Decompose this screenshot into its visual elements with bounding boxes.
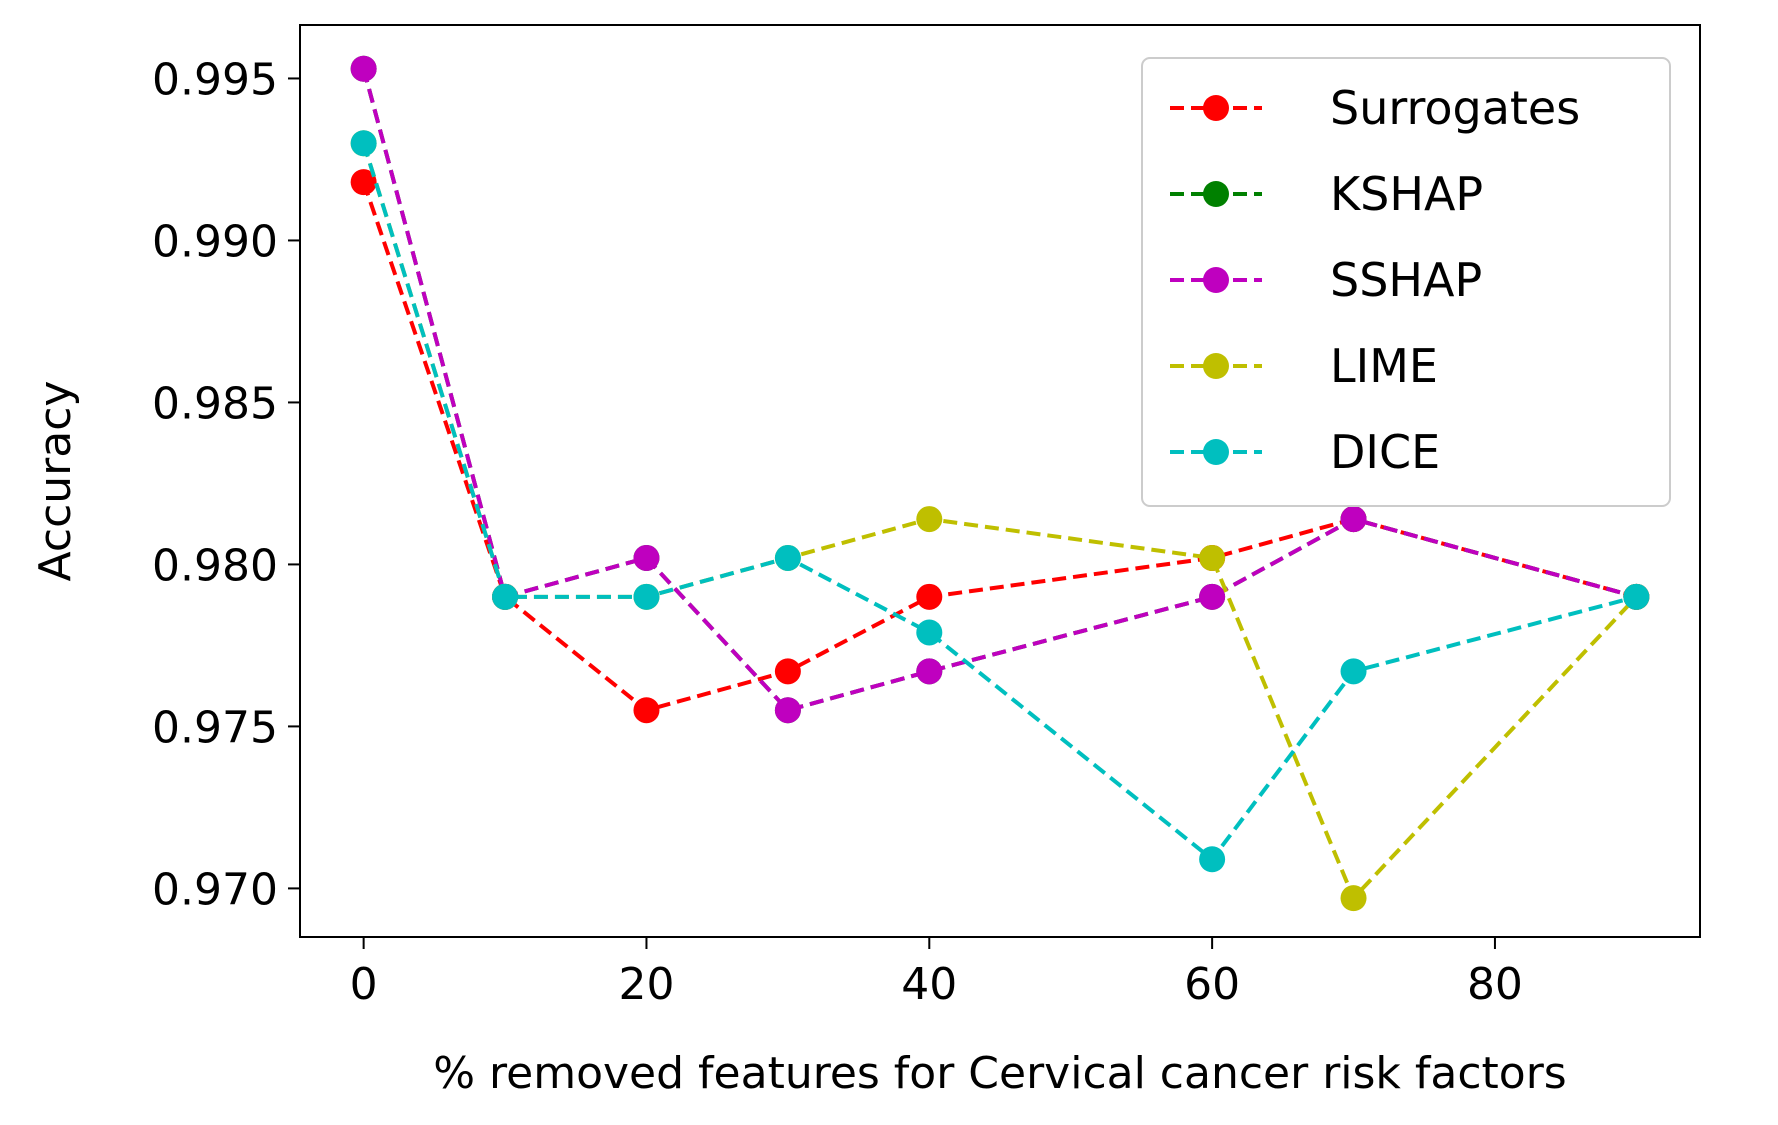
- data-point-sshap: [1340, 506, 1367, 533]
- data-point-sshap: [774, 697, 801, 724]
- legend-label: Surrogates: [1330, 81, 1580, 135]
- data-point-dice: [492, 583, 519, 610]
- data-point-dice: [350, 130, 377, 157]
- series-line-sshap: [361, 68, 1637, 713]
- data-point-surrogates: [350, 169, 377, 196]
- data-point-sshap: [350, 55, 377, 82]
- series-line-lime: [361, 142, 1638, 901]
- x-tick-label: 60: [1184, 959, 1240, 1010]
- legend-label: DICE: [1330, 425, 1440, 479]
- data-point-dice: [774, 544, 801, 571]
- data-point-dice: [916, 619, 943, 646]
- x-tick-label: 80: [1467, 959, 1523, 1010]
- y-axis: 0.970 0.975 0.980 0.985 0.990 0.995: [152, 54, 300, 915]
- series-line-dice: [361, 142, 1637, 862]
- legend-label: LIME: [1330, 339, 1438, 393]
- legend-label: KSHAP: [1330, 167, 1483, 221]
- y-tick-label: 0.990: [152, 216, 278, 267]
- x-axis: 0 20 40 60 80: [350, 937, 1523, 1010]
- data-point-dice: [1199, 846, 1226, 873]
- legend-item-kshap: KSHAP: [1170, 167, 1483, 221]
- legend-swatch-marker: [1203, 439, 1229, 465]
- x-tick-label: 20: [618, 959, 674, 1010]
- x-tick-label: 40: [901, 959, 957, 1010]
- legend-item-surrogates: Surrogates: [1170, 81, 1580, 135]
- legend-label: SSHAP: [1330, 253, 1482, 307]
- y-tick-label: 0.970: [152, 864, 278, 915]
- data-point-lime: [1340, 885, 1367, 912]
- y-tick-label: 0.985: [152, 378, 278, 429]
- plot-frame: [299, 24, 1701, 938]
- legend-swatch-marker: [1203, 95, 1229, 121]
- data-point-sshap: [1199, 583, 1226, 610]
- legend-item-sshap: SSHAP: [1170, 253, 1482, 307]
- data-point-sshap: [916, 658, 943, 685]
- y-tick-label: 0.975: [152, 702, 278, 753]
- data-point-dice: [1623, 583, 1650, 610]
- data-point-surrogates: [774, 658, 801, 685]
- series-dice: [350, 130, 1650, 873]
- data-point-sshap: [633, 544, 660, 571]
- legend: Surrogates KSHAP SSHAP LIME DICE: [1141, 57, 1671, 507]
- data-point-surrogates: [916, 583, 943, 610]
- legend-swatch-marker: [1203, 267, 1229, 293]
- data-point-surrogates: [633, 697, 660, 724]
- data-point-lime: [916, 506, 943, 533]
- legend-item-dice: DICE: [1170, 425, 1440, 479]
- legend-swatch-marker: [1203, 353, 1229, 379]
- series-line-surrogates: [361, 181, 1637, 713]
- x-tick-label: 0: [350, 959, 378, 1010]
- legend-swatch-marker: [1203, 181, 1229, 207]
- data-point-lime: [1199, 544, 1226, 571]
- x-axis-label: % removed features for Cervical cancer r…: [433, 1048, 1566, 1099]
- y-tick-label: 0.995: [152, 54, 278, 105]
- data-point-dice: [1340, 658, 1367, 685]
- legend-box: [1141, 57, 1671, 507]
- legend-item-lime: LIME: [1170, 339, 1438, 393]
- y-axis-label: Accuracy: [30, 381, 81, 582]
- data-point-dice: [633, 583, 660, 610]
- series-layer: [350, 55, 1650, 912]
- y-tick-label: 0.980: [152, 540, 278, 591]
